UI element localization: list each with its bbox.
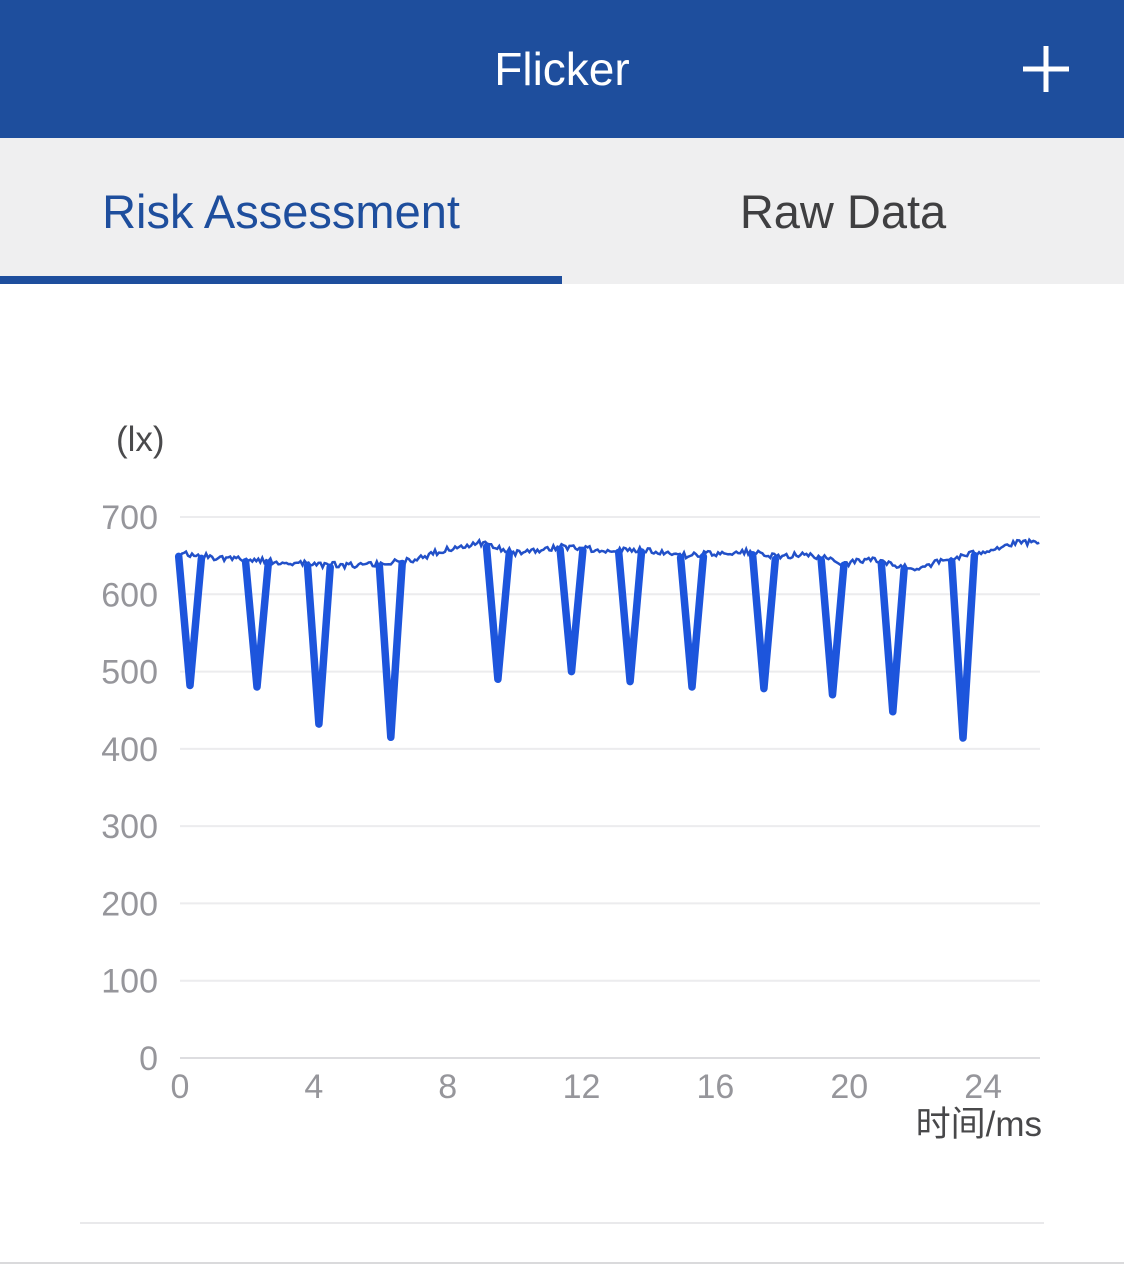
flicker-dip [303,562,334,728]
section-divider [80,1222,1044,1224]
page-title: Flicker [494,43,630,95]
svg-text:20: 20 [830,1068,868,1106]
svg-text:500: 500 [101,654,158,692]
flicker-dip [877,560,908,716]
svg-text:4: 4 [304,1068,323,1106]
svg-text:200: 200 [101,885,158,923]
flicker-dip [614,548,646,686]
flicker-dip [947,551,979,742]
svg-text:8: 8 [438,1068,457,1106]
svg-text:600: 600 [101,576,158,614]
y-axis-unit-label: (lx) [116,420,165,459]
svg-text:0: 0 [171,1068,190,1106]
svg-text:300: 300 [101,808,158,846]
tab-raw-data[interactable]: Raw Data [739,184,947,238]
add-button[interactable] [1020,0,1072,138]
flicker-dip [676,552,708,691]
active-tab-indicator [0,276,562,284]
flicker-dip [482,543,514,684]
flicker-line-chart: 0 100 200 300 400 500 600 700 0 4 8 12 16 20 24 [101,499,1040,1106]
x-axis-label: 时间/ms [915,1105,1042,1144]
header: Flicker [0,0,1124,138]
flicker-dip [748,551,780,693]
flicker-dip [241,557,273,691]
svg-text:400: 400 [101,731,158,769]
flicker-dip [174,552,206,690]
svg-text:12: 12 [563,1068,601,1106]
svg-text:16: 16 [696,1068,734,1106]
tab-risk-assessment[interactable]: Risk Assessment [102,184,460,238]
flicker-dip [817,556,848,699]
svg-text:100: 100 [101,963,158,1001]
baseline-trace [178,537,1040,572]
svg-text:0: 0 [139,1040,158,1078]
plus-icon [1023,46,1069,92]
svg-text:700: 700 [101,499,158,537]
bottom-separator [0,1262,1124,1264]
flicker-dip [375,559,406,742]
svg-text:24: 24 [964,1068,1002,1106]
flicker-dip [556,545,587,676]
tab-bar: Risk Assessment Raw Data [0,138,1124,284]
